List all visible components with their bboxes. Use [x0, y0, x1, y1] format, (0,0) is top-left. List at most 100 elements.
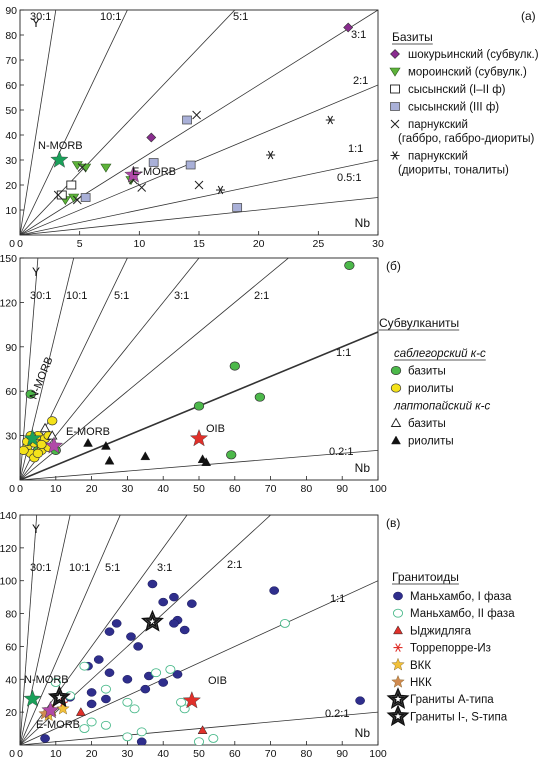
legend-marker [393, 625, 403, 635]
data-point [83, 437, 93, 447]
reference-point [50, 150, 69, 168]
data-point [140, 609, 164, 632]
data-point [79, 724, 90, 734]
data-point [129, 704, 140, 714]
x-axis-label: Nb [355, 726, 371, 740]
data-point [344, 260, 355, 270]
data-point [147, 579, 158, 589]
data-point [104, 455, 115, 465]
data-point [72, 195, 82, 205]
ratio-label: 30:1 [30, 562, 51, 574]
reference-point [189, 428, 209, 447]
data-point [229, 361, 240, 371]
data-point [158, 597, 169, 607]
ratio-label: 3:1 [157, 562, 172, 574]
reference-label: N-MORB [28, 355, 56, 401]
origin-label: 0 [9, 238, 15, 250]
data-point [47, 416, 58, 426]
legend-marker [391, 435, 401, 445]
x-tick-label: 40 [157, 748, 169, 757]
data-point [75, 707, 86, 716]
ratio-line-1-1 [20, 580, 378, 745]
ratio-label: 5:1 [233, 11, 248, 23]
ratio-line-0-2-1 [20, 450, 378, 480]
data-point [80, 193, 91, 202]
data-point [39, 422, 51, 433]
x-tick-label: 60 [229, 483, 241, 495]
data-point [100, 163, 112, 173]
data-point [68, 193, 80, 203]
data-point [226, 450, 237, 460]
data-point [269, 586, 280, 595]
panel-label: (б) [386, 259, 401, 273]
data-point [136, 727, 147, 737]
data-point [182, 115, 192, 125]
y-tick-label: 20 [5, 707, 17, 719]
reference-label: E-MORB [132, 166, 176, 178]
x-tick-label: 30 [122, 748, 134, 757]
y-tick-label: 60 [5, 80, 17, 92]
data-point [46, 430, 58, 440]
legend-entry: сысынский (III ф) [408, 102, 499, 114]
data-point [104, 627, 115, 636]
legend-entry: Ыджидляга [410, 625, 472, 637]
legend-marker [390, 417, 402, 427]
legend-marker [390, 84, 400, 94]
data-point [325, 115, 335, 125]
data-point [137, 183, 147, 192]
data-point [25, 389, 36, 399]
legend-marker [391, 674, 405, 688]
data-point [254, 392, 266, 402]
ratio-label: 5:1 [105, 562, 120, 574]
ratio-line-10-1 [20, 515, 71, 745]
x-tick-label: 5 [77, 238, 83, 250]
x-tick-label: 90 [336, 483, 348, 495]
data-point [40, 734, 50, 743]
data-point [100, 684, 111, 694]
legend-entry: парнукский (диориты, тоналиты) [398, 151, 509, 177]
legend-entry: ВКК [410, 660, 431, 672]
data-point [122, 697, 133, 707]
data-point [100, 720, 111, 730]
x-tick-label: 15 [193, 238, 205, 250]
legend-marker [389, 67, 401, 77]
reference-label: OIB [206, 423, 225, 435]
data-point [176, 697, 187, 707]
legend-marker [390, 119, 400, 129]
data-point [140, 684, 151, 694]
legend-entry: шокурьинский (субвулк.) [408, 49, 539, 61]
ratio-label: 5:1 [114, 290, 129, 302]
y-tick-label: 80 [5, 609, 17, 621]
reference-point [41, 700, 60, 719]
legend-entry: базиты [408, 366, 446, 378]
data-point [79, 661, 90, 671]
y-tick-label: 90 [5, 5, 17, 17]
x-tick-label: 100 [369, 748, 387, 757]
legend-title: Субвулканиты [379, 316, 459, 330]
x-tick-label: 0 [17, 748, 23, 757]
reference-label: OIB [208, 675, 227, 687]
y-tick-label: 20 [5, 180, 17, 192]
data-point [194, 180, 204, 190]
ratio-line-5-1 [20, 10, 236, 235]
data-point [158, 678, 169, 687]
y-tick-label: 50 [5, 105, 17, 117]
y-tick-label: 40 [5, 674, 17, 686]
data-point [146, 132, 157, 143]
data-point [122, 675, 133, 684]
ratio-line-3-1 [20, 515, 188, 745]
ratio-label: 1:1 [348, 143, 363, 155]
data-point [126, 632, 136, 641]
ratio-label: 10:1 [66, 290, 87, 302]
x-axis-label: Nb [355, 461, 371, 475]
data-point [20, 445, 29, 455]
y-tick-label: 10 [5, 205, 17, 217]
legend-marker [386, 687, 410, 709]
y-axis-label: Y [32, 265, 40, 279]
origin-label: 0 [9, 483, 15, 495]
legend-group-title: саблегорский к-с [394, 348, 486, 360]
legend-entry: парнукский (габбро, габбро-диориты) [398, 119, 535, 145]
data-point [179, 625, 190, 635]
x-tick-label: 100 [369, 483, 387, 495]
y-tick-label: 70 [5, 55, 17, 67]
